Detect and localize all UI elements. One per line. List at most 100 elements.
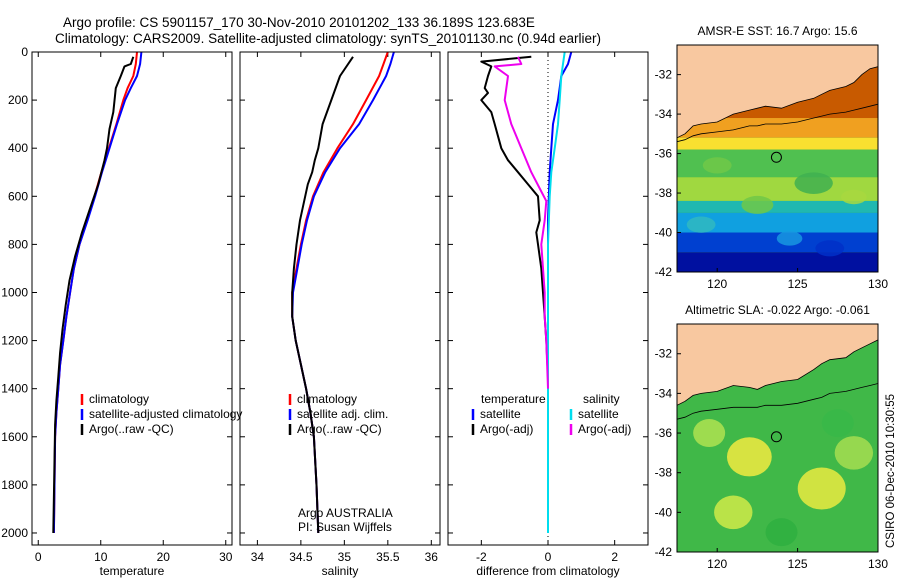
y-tick-label: 1400 <box>1 382 28 396</box>
x-tick-label: 0 <box>35 550 42 564</box>
sst-patch <box>794 172 833 194</box>
sst-band <box>677 137 878 150</box>
sst-band <box>677 252 878 272</box>
coastline <box>677 339 878 406</box>
depth-contour <box>677 103 878 143</box>
x-axis-label: difference from climatology <box>476 564 619 578</box>
series-line-climatology <box>291 51 389 534</box>
x-tick-label: 10 <box>94 550 108 564</box>
map-y-tick-label: -38 <box>655 466 673 480</box>
map-y-tick-label: -38 <box>655 186 673 200</box>
y-tick-label: 2000 <box>1 526 28 540</box>
land-area <box>677 45 878 138</box>
map-y-tick-label: -42 <box>655 545 673 559</box>
map-x-tick-label: 125 <box>788 557 808 571</box>
y-tick-label: 400 <box>8 141 28 155</box>
map-y-tick-label: -32 <box>655 347 673 361</box>
legend-entry: satellite adj. clim. <box>297 407 388 421</box>
credit-timestamp: CSIRO 06-Dec-2010 10:30:55 <box>885 394 897 548</box>
sst-patch <box>702 157 732 174</box>
annotation-line: Argo AUSTRALIA <box>298 506 393 520</box>
map-title: Altimetric SLA: -0.022 Argo: -0.061 <box>685 303 870 317</box>
y-tick-label: 1000 <box>1 285 28 299</box>
series-line-salinity-satellite <box>547 51 566 533</box>
map-y-tick-label: -36 <box>655 147 673 161</box>
x-axis-label: temperature <box>100 564 165 578</box>
map-plot-area <box>677 45 878 272</box>
x-tick-label: 30 <box>219 550 233 564</box>
sst-band <box>677 118 878 138</box>
legend-header-temperature: temperature <box>481 392 546 406</box>
figure-title-line1: Argo profile: CS 5901157_170 30-Nov-2010… <box>63 15 535 30</box>
sst-patch <box>686 216 716 233</box>
legend-entry: Argo(-adj) <box>578 422 631 436</box>
sla-blob <box>765 518 798 547</box>
temperature-profile-panel: 0 10 20 30 0 200 400 600 800 1000 1200 1400 1600 1800… <box>1 45 242 578</box>
legend-entry: Argo(..raw -QC) <box>297 422 382 436</box>
y-tick-label: 0 <box>21 45 28 59</box>
y-tick-label: 800 <box>8 237 28 251</box>
sst-band <box>677 232 878 253</box>
map-y-tick-label: -40 <box>655 226 673 240</box>
series-line-temperature-argo-adj- <box>480 55 549 377</box>
series-line-climatology <box>52 51 138 534</box>
y-tick-label: 200 <box>8 93 28 107</box>
annotation-line: PI: Susan Wijffels <box>298 520 392 534</box>
series-line-salinity-argo-adj- <box>493 56 549 389</box>
map-x-tick-label: 130 <box>868 277 888 291</box>
map-frame <box>676 323 879 553</box>
x-tick-label: 20 <box>157 550 171 564</box>
map-y-tick-label: -40 <box>655 505 673 519</box>
sla-blob <box>797 467 846 510</box>
sla-blob <box>834 436 874 470</box>
sst-band <box>677 200 878 213</box>
map-x-tick-label: 120 <box>707 557 727 571</box>
sst-band <box>677 212 878 233</box>
map-y-tick-label: -32 <box>655 68 673 82</box>
x-tick-label: 34.5 <box>289 550 313 564</box>
x-tick-label: 34 <box>251 550 265 564</box>
sla-blob <box>821 409 854 438</box>
map-x-tick-label: 125 <box>788 277 808 291</box>
axes-frame <box>31 51 233 546</box>
depth-contour <box>677 383 878 420</box>
map-plot-area <box>677 324 878 552</box>
x-tick-label: -2 <box>476 550 487 564</box>
map-x-tick-label: 120 <box>707 277 727 291</box>
figure-title-line2: Climatology: CARS2009. Satellite-adjuste… <box>55 31 601 46</box>
sla-blob <box>714 495 753 530</box>
y-tick-label: 1600 <box>1 430 28 444</box>
sst-patch <box>776 231 803 246</box>
y-tick-label: 1200 <box>1 334 28 348</box>
series-line-argo-raw-qc- <box>52 56 135 534</box>
legend-entry: Argo(-adj) <box>480 422 533 436</box>
map-y-tick-label: -34 <box>655 107 673 121</box>
sst-patch <box>815 240 845 257</box>
axes-frame <box>447 51 649 546</box>
sla-blob <box>726 437 772 477</box>
axes-frame <box>239 51 441 546</box>
legend-entry: satellite <box>480 407 521 421</box>
series-line-satellite-adj-clim- <box>291 51 395 534</box>
sst-map-panel: 120 125 130 -32 -34 -36 -38 -40 -42 AMSR-E SST: 1… <box>655 24 889 291</box>
map-y-tick-label: -36 <box>655 426 673 440</box>
y-tick-label: 1800 <box>1 478 28 492</box>
legend-entry: climatology <box>89 392 149 406</box>
coastline <box>677 66 878 139</box>
x-axis-label: salinity <box>322 564 359 578</box>
salinity-profile-panel: 34 34.5 35 35.5 36 salinity climatologysatelli… <box>239 51 441 578</box>
series-line-argo-raw-qc- <box>291 56 354 534</box>
sst-patch <box>741 195 774 214</box>
float-position-marker <box>770 431 782 443</box>
y-tick-label: 600 <box>8 189 28 203</box>
x-tick-label: 2 <box>611 550 618 564</box>
map-title: AMSR-E SST: 16.7 Argo: 15.6 <box>697 24 857 38</box>
map-y-tick-label: -42 <box>655 265 673 279</box>
legend-entry: Argo(..raw -QC) <box>89 422 174 436</box>
legend-entry: satellite-adjusted climatology <box>89 407 242 421</box>
x-tick-label: 0 <box>545 550 552 564</box>
sst-patch <box>841 189 867 205</box>
legend-entry: satellite <box>578 407 619 421</box>
float-position-marker <box>770 151 782 163</box>
